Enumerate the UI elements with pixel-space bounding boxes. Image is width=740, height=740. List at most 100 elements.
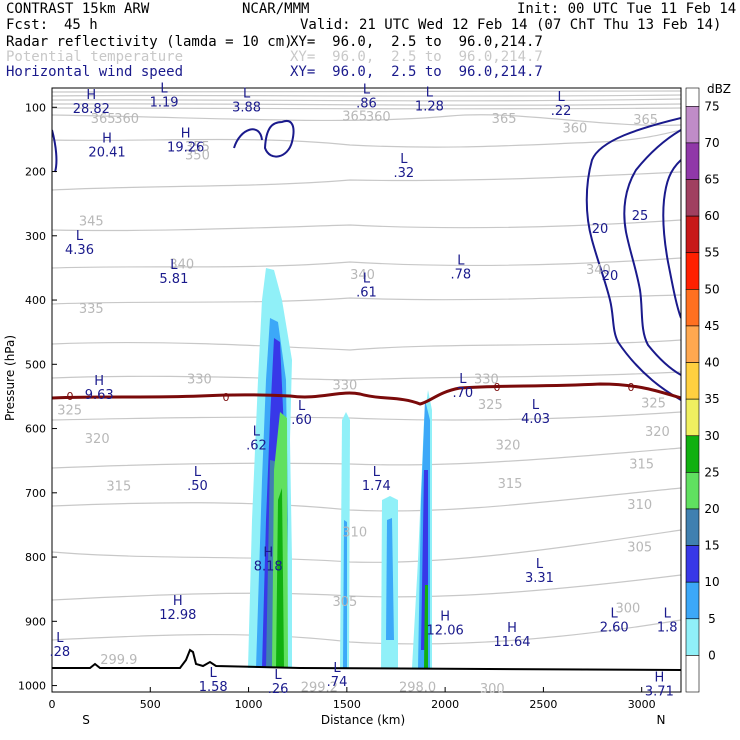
wind-extremum-value: 1.28 (415, 99, 444, 114)
shallow-cell-b-core (386, 518, 394, 640)
wind-extremum-type: L (243, 87, 251, 102)
colorbar-swatch (685, 179, 700, 217)
convective-cell-30dbz (276, 488, 284, 668)
wind-extremum-type: L (363, 272, 371, 287)
theta-contour-label: 365 (342, 109, 367, 124)
theta-contour-label: 365 (633, 113, 658, 128)
field-wind-xy: XY= 96.0, 2.5 to 96.0,214.7 (290, 64, 543, 80)
wind-extremum-value: 2.60 (600, 620, 629, 635)
colorbar-swatch (685, 362, 700, 400)
y-tick-label: 700 (25, 487, 46, 500)
theta-contour-label: 315 (629, 458, 654, 473)
colorbar-level-label: 45 (704, 319, 719, 333)
theta-contour-label: 360 (114, 112, 139, 127)
colorbar-level-label: 60 (704, 209, 719, 223)
freezing-label-right1: 0 (494, 381, 501, 394)
wind-extremum-type: L (274, 668, 282, 683)
colorbar-level-label: 35 (704, 392, 719, 406)
theta-contour-label: 298.0 (399, 681, 436, 696)
theta-contour-label: 345 (79, 215, 104, 230)
wind-extremum-value: 1.74 (362, 479, 391, 494)
theta-contour-label: 350 (185, 148, 210, 163)
wind-extremum-value: 11.64 (493, 635, 530, 650)
field-theta-xy: XY= 96.0, 2.5 to 96.0,214.7 (290, 49, 543, 65)
x-tick-label: 3000 (628, 698, 656, 711)
x-tick-label: 2500 (529, 698, 557, 711)
theta-contour-label: 325 (57, 404, 82, 419)
wind-contour-label-25: 25 (632, 209, 649, 224)
y-axis-title: Pressure (hPa) (3, 335, 17, 421)
wind-extremum-value: 28.82 (73, 102, 110, 117)
wind-extremum-type: H (94, 374, 104, 389)
theta-contours (52, 90, 681, 645)
wind-extremum-value: 9.63 (85, 388, 114, 403)
colorbar-level-label: 40 (704, 356, 719, 370)
theta-contour-label: 330 (474, 373, 499, 388)
wind-extremum-type: L (457, 254, 465, 269)
freezing-label-right2: 0 (628, 381, 635, 394)
colorbar-level-label: 10 (704, 575, 719, 589)
colorbar-swatch (685, 655, 700, 693)
wind-extremum-type: L (459, 372, 467, 387)
x-tick-label: 1000 (235, 698, 263, 711)
y-tick-label: 400 (25, 294, 46, 307)
wind-extremum-value: 8.18 (254, 559, 283, 574)
theta-contour-label: 360 (562, 121, 587, 136)
x-tick-label: 0 (49, 698, 56, 711)
colorbar-swatch (685, 325, 700, 363)
wind-extremum-value: 3.71 (645, 685, 674, 700)
y-tick-label: 100 (25, 101, 46, 114)
colorbar-swatch (685, 87, 700, 107)
theta-contour-label: 360 (366, 110, 391, 125)
theta-contour-label: 300 (616, 601, 641, 616)
theta-contour-label: 320 (645, 425, 670, 440)
colorbar-level-label: 25 (704, 465, 719, 479)
wind-extremum-value: 4.36 (65, 243, 94, 258)
wind-extremum-type: L (253, 425, 261, 440)
wind-extremum-type: L (532, 398, 540, 413)
wind-extremum-type: L (426, 85, 434, 100)
wind-extremum-value: 5.81 (159, 272, 188, 287)
theta-contour-label: 320 (85, 432, 110, 447)
shallow-cell-a-core (343, 520, 347, 668)
field-wind-name: Horizontal wind speed (6, 64, 184, 80)
wind-extremum-type: H (102, 132, 112, 147)
theta-contour-label: 335 (79, 302, 104, 317)
colorbar-swatch (685, 472, 700, 510)
wind-extremum-type: H (654, 671, 664, 686)
wind-extremum-value: 1.58 (199, 680, 228, 695)
theta-contour-label: 325 (478, 398, 503, 413)
wind-extremum-type: L (160, 81, 168, 96)
colorbar-level-label: 50 (704, 282, 719, 296)
forecast-label: Fcst: (6, 17, 49, 33)
wind-extrema-labels: H28.82L1.19L3.88L.86L1.28L.22H20.41H19.2… (50, 81, 678, 699)
colorbar-swatch (685, 581, 700, 620)
wind-extremum-value: .32 (394, 166, 415, 181)
wind-extremum-value: .22 (551, 104, 572, 119)
wind-extremum-value: 19.26 (167, 140, 204, 155)
theta-contour-label: 355 (185, 140, 210, 155)
field-reflectivity-xy: XY= 96.0, 2.5 to 96.0,214.7 (290, 34, 543, 50)
theta-contour-label: 330 (332, 379, 357, 394)
wind-extremum-value: .86 (356, 97, 377, 112)
colorbar-swatch (685, 508, 700, 546)
wind-extremum-type: H (173, 594, 183, 609)
theta-contour-label: 340 (586, 263, 611, 278)
wind-extremum-value: .70 (452, 386, 473, 401)
wind-contour-label-20a: 20 (592, 222, 609, 237)
south-label: S (82, 713, 90, 727)
wind-contours (52, 117, 681, 401)
colorbar-swatch (685, 289, 700, 327)
axes: 0 500 1000 1500 2000 2500 30001002003004005006… (18, 101, 656, 711)
wind-extremum-type: H (507, 621, 517, 636)
colorbar-swatch (685, 398, 700, 437)
theta-contour-label: 315 (106, 479, 131, 494)
colorbar-swatch (685, 252, 700, 290)
colorbar-swatch (685, 106, 700, 144)
theta-contour-label: 340 (350, 268, 375, 283)
y-tick-label: 900 (25, 615, 46, 628)
y-tick-label: 200 (25, 166, 46, 179)
theta-contour-label: 310 (342, 526, 367, 541)
